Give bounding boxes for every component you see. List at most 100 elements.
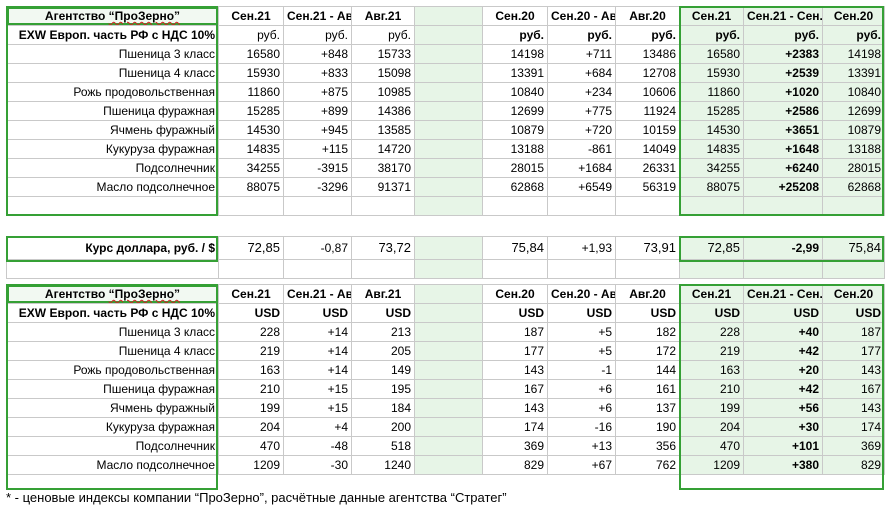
- column-header: Сен.20 - Авг.20: [547, 6, 616, 26]
- value-cell: 219: [679, 341, 744, 361]
- value-cell: +945: [283, 120, 352, 140]
- value-cell: 16580: [679, 44, 744, 64]
- column-header: Сен.20: [482, 6, 548, 26]
- table-row: Пшеница 4 класс 15930 +833 15098 13391 +684 12…: [6, 63, 885, 83]
- value-cell: +14: [283, 360, 352, 380]
- value-cell: [414, 341, 483, 361]
- column-header: Сен.21: [218, 6, 284, 26]
- table-row: Пшеница фуражная 210 +15 195 167 +6 161 210 +42 1…: [6, 379, 885, 399]
- value-cell: 199: [679, 398, 744, 418]
- value-cell: 13391: [822, 63, 885, 83]
- value-cell: [414, 44, 483, 64]
- value-cell: +15: [283, 379, 352, 399]
- column-header: Авг.20: [615, 284, 680, 304]
- exchange-rate-value: 72,85: [679, 236, 744, 260]
- empty-cell: [482, 259, 548, 279]
- value-cell: +234: [547, 82, 616, 102]
- subheader-label: EXW Европ. часть РФ с НДС 10%: [6, 303, 219, 323]
- value-cell: +2586: [743, 101, 823, 121]
- value-cell: +711: [547, 44, 616, 64]
- value-cell: 12699: [482, 101, 548, 121]
- unit-cell: руб.: [822, 25, 885, 45]
- value-cell: 56319: [615, 177, 680, 197]
- table-row: Масло подсолнечное 88075 -3296 91371 62868 +6…: [6, 177, 885, 197]
- table-row: Масло подсолнечное 1209 -30 1240 829 +67 762 12…: [6, 455, 885, 475]
- value-cell: 762: [615, 455, 680, 475]
- exchange-rate-value: 73,72: [351, 236, 415, 260]
- value-cell: 88075: [679, 177, 744, 197]
- value-cell: 174: [822, 417, 885, 437]
- exchange-rate-value: +1,93: [547, 236, 616, 260]
- value-cell: 11860: [218, 82, 284, 102]
- value-cell: 11860: [679, 82, 744, 102]
- value-cell: 518: [351, 436, 415, 456]
- value-cell: 13486: [615, 44, 680, 64]
- value-cell: [414, 177, 483, 197]
- value-cell: 210: [679, 379, 744, 399]
- commodity-name: Ячмень фуражный: [6, 398, 219, 418]
- value-cell: [414, 436, 483, 456]
- column-header: Сен.21: [218, 284, 284, 304]
- table-row: Ячмень фуражный 199 +15 184 143 +6 137 199 +56 14…: [6, 398, 885, 418]
- value-cell: 205: [351, 341, 415, 361]
- value-cell: 177: [482, 341, 548, 361]
- column-header: Сен.20 - Авг.20: [547, 284, 616, 304]
- value-cell: 369: [822, 436, 885, 456]
- value-cell: -861: [547, 139, 616, 159]
- exchange-rate-value: 73,91: [615, 236, 680, 260]
- value-cell: 13391: [482, 63, 548, 83]
- commodity-name: Пшеница 4 класс: [6, 341, 219, 361]
- unit-cell: руб.: [615, 25, 680, 45]
- empty-cell: [6, 259, 219, 279]
- commodity-name: Кукуруза фуражная: [6, 139, 219, 159]
- value-cell: 14530: [679, 120, 744, 140]
- column-header: Сен.21 - Авг.21: [283, 284, 352, 304]
- value-cell: 15285: [679, 101, 744, 121]
- column-header: Сен.20: [822, 284, 885, 304]
- value-cell: -16: [547, 417, 616, 437]
- value-cell: 199: [218, 398, 284, 418]
- commodity-name: Кукуруза фуражная: [6, 417, 219, 437]
- value-cell: 204: [679, 417, 744, 437]
- empty-cell: [615, 259, 680, 279]
- value-cell: 200: [351, 417, 415, 437]
- value-cell: [414, 417, 483, 437]
- column-header: Сен.20: [482, 284, 548, 304]
- value-cell: 143: [822, 360, 885, 380]
- commodity-name: Пшеница фуражная: [6, 379, 219, 399]
- value-cell: 177: [822, 341, 885, 361]
- commodity-name: Пшеница 3 класс: [6, 322, 219, 342]
- commodity-name: Пшеница 3 класс: [6, 44, 219, 64]
- empty-cell: [743, 259, 823, 279]
- value-cell: +13: [547, 436, 616, 456]
- exchange-rate-value: [414, 236, 483, 260]
- value-cell: 28015: [822, 158, 885, 178]
- value-cell: 172: [615, 341, 680, 361]
- value-cell: [414, 120, 483, 140]
- value-cell: 13188: [482, 139, 548, 159]
- unit-cell: USD: [351, 303, 415, 323]
- value-cell: +15: [283, 398, 352, 418]
- unit-cell: USD: [743, 303, 823, 323]
- value-cell: 204: [218, 417, 284, 437]
- value-cell: +6: [547, 379, 616, 399]
- commodity-name: Масло подсолнечное: [6, 177, 219, 197]
- table-row: Ячмень фуражный 14530 +945 13585 10879 +720 10…: [6, 120, 885, 140]
- value-cell: 182: [615, 322, 680, 342]
- value-cell: 470: [218, 436, 284, 456]
- value-cell: 143: [822, 398, 885, 418]
- unit-cell: USD: [218, 303, 284, 323]
- commodity-name: Подсолнечник: [6, 436, 219, 456]
- empty-cell: [283, 259, 352, 279]
- footnote: * - ценовые индексы компании “ПроЗерно”,…: [6, 490, 507, 505]
- value-cell: 829: [482, 455, 548, 475]
- subheader-label: EXW Европ. часть РФ с НДС 10%: [6, 25, 219, 45]
- value-cell: +42: [743, 379, 823, 399]
- table-row: Рожь продовольственная 11860 +875 10985 1084…: [6, 82, 885, 102]
- value-cell: 10985: [351, 82, 415, 102]
- unit-cell: [414, 303, 483, 323]
- value-cell: +5: [547, 322, 616, 342]
- value-cell: 15285: [218, 101, 284, 121]
- value-cell: 219: [218, 341, 284, 361]
